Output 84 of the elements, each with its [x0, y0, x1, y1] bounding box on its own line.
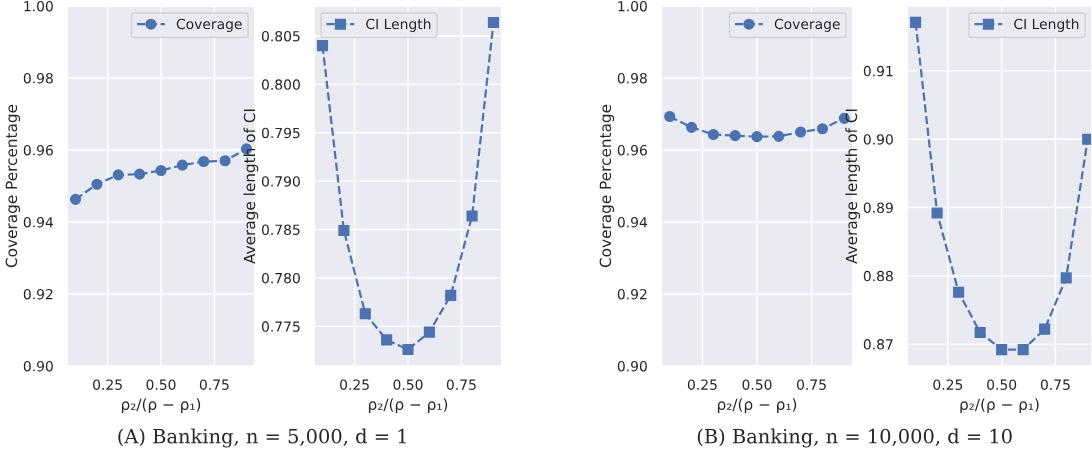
y-tick-label: 0.92 [617, 288, 647, 300]
point [445, 289, 457, 301]
y-tick-label: 0.90 [23, 360, 53, 372]
point [707, 128, 719, 141]
y-tick-label: 0.98 [617, 72, 647, 84]
point [685, 121, 698, 133]
x-axis-title: ρ₂/(ρ − ρ₁) [717, 398, 797, 413]
point [664, 110, 676, 123]
y-tick-label: 0.805 [261, 30, 300, 42]
point [316, 40, 329, 52]
point [1039, 323, 1051, 335]
point [219, 155, 231, 167]
y-tick-label: 0.795 [261, 127, 300, 139]
point [974, 326, 986, 339]
y-tick-label: 1.00 [24, 0, 53, 12]
y-tick-label: 0.94 [23, 216, 54, 228]
point [910, 16, 922, 28]
x-tick-label: 0.50 [987, 379, 1017, 390]
point [729, 130, 741, 142]
y-tick-label: 0.780 [261, 272, 300, 284]
point [112, 169, 124, 181]
x-tick-label: 0.75 [199, 379, 229, 390]
point [176, 159, 188, 171]
point [773, 130, 785, 142]
y-tick-label: 0.91 [863, 65, 893, 77]
x-tick-label: 0.25 [93, 379, 122, 390]
point [423, 326, 435, 338]
y-tick-label: 0.785 [261, 224, 300, 236]
y-tick-label: 0.92 [23, 288, 53, 300]
point [795, 126, 807, 138]
point [953, 286, 965, 298]
legend-label: Coverage [176, 18, 242, 32]
x-tick-label: 0.75 [797, 379, 826, 390]
y-tick-label: 0.800 [261, 79, 300, 90]
x-tick-label: 0.25 [933, 379, 963, 390]
point [198, 155, 210, 168]
point [69, 193, 82, 205]
point [1060, 272, 1072, 284]
point [931, 207, 943, 219]
y-tick-label: 0.90 [863, 134, 893, 145]
y-tick-label: 0.90 [617, 360, 647, 372]
point [1017, 344, 1029, 356]
legend-label: CI Length [1014, 18, 1079, 32]
point [751, 131, 763, 143]
point [359, 308, 371, 320]
y-tick-label: 0.89 [863, 202, 893, 213]
point [996, 344, 1008, 356]
y-tick-label: 0.790 [261, 176, 300, 187]
x-tick-label: 0.25 [340, 379, 369, 390]
point [466, 210, 478, 222]
x-axis-title: ρ₂/(ρ − ρ₁) [121, 398, 201, 413]
legend-label: CI Length [366, 18, 431, 32]
point [402, 343, 414, 356]
point [381, 334, 393, 346]
x-axis-title: ρ₂/(ρ − ρ₁) [960, 398, 1039, 413]
y-tick-label: 0.88 [863, 270, 893, 282]
y-axis-title: Coverage Percentage [599, 104, 615, 268]
y-tick-label: 0.87 [863, 339, 893, 350]
y-tick-label: 0.96 [23, 144, 53, 156]
x-tick-label: 0.50 [742, 379, 772, 390]
point [816, 123, 829, 135]
y-axis-title: Average length of CI [845, 109, 861, 264]
x-tick-label: 0.25 [687, 379, 717, 390]
text: (A) Banking, n = 5,000, d = 1 [118, 428, 406, 448]
y-axis-title: Average length of CI [243, 109, 259, 264]
x-tick-label: 0.75 [446, 379, 476, 390]
text: (B) Banking, n = 10,000, d = 10 [697, 428, 1012, 448]
legend-label: Coverage [774, 18, 840, 32]
x-tick-label: 0.75 [1040, 379, 1070, 390]
y-tick-label: 0.775 [261, 321, 300, 332]
x-tick-label: 0.50 [393, 379, 423, 390]
point [338, 224, 350, 237]
point [487, 16, 500, 29]
point [155, 164, 167, 177]
y-axis-title: Coverage Percentage [5, 104, 21, 268]
x-tick-label: 0.50 [146, 379, 176, 390]
point [134, 168, 146, 180]
x-axis-title: ρ₂/(ρ − ρ₁) [368, 398, 448, 413]
y-tick-label: 1.00 [618, 0, 647, 12]
point [91, 178, 103, 190]
y-tick-label: 0.96 [617, 144, 647, 156]
point [1082, 133, 1092, 145]
y-tick-label: 0.94 [617, 216, 648, 228]
y-tick-label: 0.98 [23, 72, 53, 84]
